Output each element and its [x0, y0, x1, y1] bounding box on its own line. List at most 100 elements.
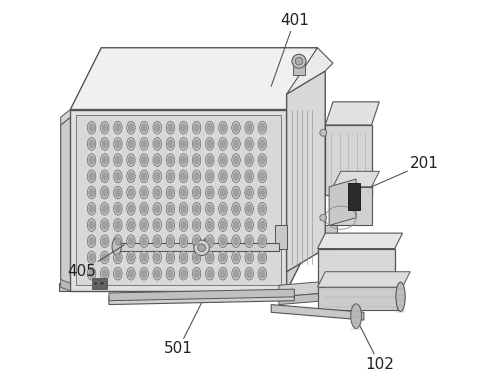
Ellipse shape [87, 138, 96, 150]
Ellipse shape [168, 156, 173, 164]
Ellipse shape [89, 253, 94, 261]
Ellipse shape [168, 221, 173, 229]
Ellipse shape [89, 237, 94, 245]
Ellipse shape [259, 205, 265, 213]
Ellipse shape [233, 237, 239, 245]
Ellipse shape [232, 202, 240, 215]
Ellipse shape [219, 267, 227, 280]
Ellipse shape [181, 237, 186, 245]
Ellipse shape [245, 138, 253, 150]
Ellipse shape [155, 205, 160, 213]
Ellipse shape [155, 140, 160, 148]
Ellipse shape [192, 138, 201, 150]
Ellipse shape [247, 172, 252, 180]
Ellipse shape [141, 221, 147, 229]
Ellipse shape [233, 156, 239, 164]
Ellipse shape [115, 237, 121, 245]
Polygon shape [329, 179, 356, 225]
Ellipse shape [220, 270, 226, 278]
Ellipse shape [114, 267, 122, 280]
Ellipse shape [179, 219, 188, 231]
Ellipse shape [114, 170, 122, 183]
Ellipse shape [128, 140, 134, 148]
Ellipse shape [166, 219, 175, 231]
Ellipse shape [205, 170, 214, 183]
Ellipse shape [89, 270, 94, 278]
Ellipse shape [126, 267, 135, 280]
Ellipse shape [247, 124, 252, 132]
Ellipse shape [205, 267, 214, 280]
Ellipse shape [128, 221, 134, 229]
Polygon shape [275, 225, 287, 249]
Ellipse shape [87, 235, 96, 248]
Ellipse shape [205, 219, 214, 231]
Ellipse shape [232, 170, 240, 183]
Circle shape [320, 214, 327, 221]
Ellipse shape [126, 235, 135, 248]
Ellipse shape [181, 253, 186, 261]
Ellipse shape [166, 138, 175, 150]
Ellipse shape [141, 189, 147, 196]
Ellipse shape [141, 124, 147, 132]
Ellipse shape [396, 282, 405, 312]
Ellipse shape [155, 237, 160, 245]
Ellipse shape [259, 221, 265, 229]
Ellipse shape [101, 170, 109, 183]
Ellipse shape [155, 124, 160, 132]
Ellipse shape [87, 219, 96, 231]
Ellipse shape [207, 221, 212, 229]
Ellipse shape [220, 237, 226, 245]
Polygon shape [76, 115, 281, 285]
Ellipse shape [259, 237, 265, 245]
Text: 501: 501 [164, 303, 202, 356]
Ellipse shape [247, 140, 252, 148]
Ellipse shape [126, 170, 135, 183]
Ellipse shape [114, 138, 122, 150]
Ellipse shape [219, 251, 227, 264]
Ellipse shape [155, 156, 160, 164]
Ellipse shape [220, 253, 226, 261]
Ellipse shape [115, 172, 121, 180]
Ellipse shape [194, 172, 199, 180]
Ellipse shape [232, 186, 240, 199]
Ellipse shape [128, 124, 134, 132]
Ellipse shape [114, 235, 122, 248]
Ellipse shape [219, 186, 227, 199]
Ellipse shape [192, 186, 201, 199]
Polygon shape [348, 183, 360, 210]
Circle shape [320, 129, 327, 136]
Ellipse shape [126, 219, 135, 231]
Ellipse shape [233, 253, 239, 261]
Ellipse shape [140, 251, 148, 264]
Polygon shape [287, 48, 333, 94]
Ellipse shape [233, 172, 239, 180]
Ellipse shape [179, 267, 188, 280]
Ellipse shape [220, 205, 226, 213]
Ellipse shape [101, 121, 109, 134]
Ellipse shape [89, 156, 94, 164]
Ellipse shape [219, 235, 227, 248]
Ellipse shape [179, 186, 188, 199]
Ellipse shape [114, 219, 122, 231]
Ellipse shape [192, 219, 201, 231]
Ellipse shape [205, 121, 214, 134]
Ellipse shape [168, 270, 173, 278]
Ellipse shape [101, 186, 109, 199]
Ellipse shape [179, 235, 188, 248]
Ellipse shape [219, 202, 227, 215]
Circle shape [292, 54, 306, 68]
Ellipse shape [128, 156, 134, 164]
Ellipse shape [153, 154, 162, 166]
Ellipse shape [112, 238, 122, 255]
Ellipse shape [168, 189, 173, 196]
Ellipse shape [102, 172, 108, 180]
Polygon shape [325, 102, 379, 125]
Ellipse shape [207, 140, 212, 148]
Ellipse shape [166, 170, 175, 183]
Ellipse shape [114, 121, 122, 134]
Ellipse shape [205, 251, 214, 264]
Ellipse shape [181, 205, 186, 213]
Ellipse shape [153, 186, 162, 199]
Ellipse shape [258, 235, 266, 248]
Ellipse shape [232, 235, 240, 248]
